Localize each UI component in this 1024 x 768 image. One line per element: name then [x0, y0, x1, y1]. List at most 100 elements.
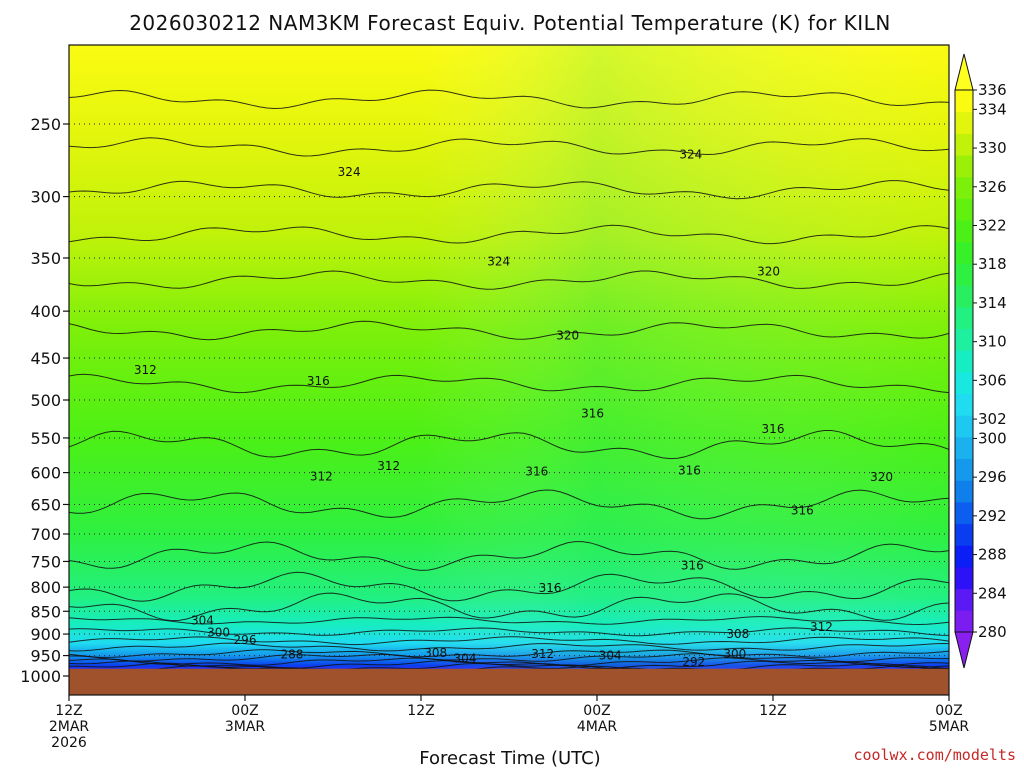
colorbar-label: 330: [978, 139, 1007, 157]
colorbar-frame: [954, 89, 974, 633]
contour-314: [69, 430, 949, 460]
contour-308: [69, 571, 949, 602]
contour-306: [69, 592, 949, 622]
colorbar-swatch: [955, 610, 973, 633]
contour-328: [69, 89, 949, 110]
contour-label: 300: [207, 626, 230, 640]
colorbar-swatch: [955, 566, 973, 590]
contour-label: 304: [191, 614, 214, 628]
y-tick-label: 750: [30, 552, 61, 571]
colorbar-label: 334: [978, 100, 1007, 118]
colorbar-swatch: [955, 90, 973, 113]
colorbar-swatch: [955, 501, 973, 525]
colorbar-label: 296: [978, 468, 1007, 486]
contour-320: [69, 270, 949, 290]
contour-label: 312: [810, 620, 833, 634]
contour-326: [69, 137, 949, 157]
contour-label: 316: [307, 374, 330, 388]
credit-text: coolwx.com/modelts: [853, 746, 1016, 764]
time-variation-tint: [69, 45, 949, 695]
y-tick-label: 650: [30, 495, 61, 514]
contour-label: 316: [681, 559, 704, 573]
contour-300: [69, 636, 949, 646]
contour-label: 316: [581, 406, 604, 420]
y-tick-label: 900: [30, 625, 61, 644]
x-tick-label: 00Z: [583, 703, 610, 719]
x-tick-label: 2MAR: [49, 719, 90, 735]
contour-318: [69, 320, 949, 341]
y-tick-label: 350: [30, 249, 61, 268]
colorbar-swatch: [955, 220, 973, 243]
contour-label: 324: [338, 165, 361, 179]
contour-label: 312: [310, 470, 333, 484]
x-tick-label: 00Z: [935, 703, 962, 719]
colorbar-swatch: [955, 306, 973, 329]
colorbar-swatch: [955, 328, 973, 351]
contour-312: [69, 489, 949, 520]
contour-304: [69, 616, 949, 626]
colorbar-label: 280: [978, 623, 1007, 641]
colorbar-swatch: [955, 350, 973, 373]
x-tick-label: 00Z: [231, 703, 258, 719]
colorbar-swatch: [955, 545, 973, 568]
plot-area: 3283283243243243203203163163163163163163…: [69, 45, 949, 695]
colorbar-swatch: [955, 588, 973, 611]
colorbar-swatch: [955, 198, 973, 221]
contour-label: 324: [679, 148, 702, 162]
colorbar-label: 326: [978, 178, 1007, 196]
colorbar-swatch: [955, 458, 973, 481]
contour-label: 316: [678, 464, 701, 478]
contour-label: 300: [723, 647, 746, 661]
plot-frame: [68, 44, 950, 696]
y-tick-label: 700: [30, 525, 61, 544]
colorbar-swatch: [955, 415, 973, 438]
colorbar-label: 310: [978, 333, 1007, 351]
contour-label: 316: [525, 464, 548, 478]
y-tick-label: 950: [30, 647, 61, 666]
colorbar-label: 314: [978, 294, 1007, 312]
contour-label: 304: [454, 651, 477, 665]
contour-298: [69, 642, 949, 652]
x-tick-label: 12Z: [55, 703, 82, 719]
contour-label: 304: [599, 649, 622, 663]
y-tick-label: 550: [30, 429, 61, 448]
y-tick-label: 500: [30, 391, 61, 410]
contour-322: [69, 224, 949, 245]
contour-302: [69, 627, 949, 637]
colorbar-label: 322: [978, 217, 1007, 235]
contour-label: 308: [424, 646, 447, 660]
colorbar-label: 300: [978, 429, 1007, 447]
colorbar-label: 318: [978, 255, 1007, 273]
chart-title: 2026030212 NAM3KM Forecast Equiv. Potent…: [129, 11, 891, 35]
contour-label: 324: [487, 254, 510, 268]
contour-292: [69, 657, 949, 667]
contour-label: 320: [870, 470, 893, 484]
x-tick-label: 12Z: [759, 703, 786, 719]
y-tick-label: 850: [30, 602, 61, 621]
contour-290: [69, 660, 949, 670]
contour-296: [69, 649, 949, 658]
contour-label: 316: [539, 581, 562, 595]
contour-label: 312: [134, 363, 157, 377]
contour-label: 312: [377, 459, 400, 473]
colorbar-swatch: [955, 155, 973, 178]
colorbar-swatch: [955, 523, 973, 546]
contour-lines: [69, 89, 949, 677]
x-axis-label: Forecast Time (UTC): [419, 748, 600, 768]
contour-label: 288: [280, 647, 303, 661]
y-tick-label: 250: [30, 115, 61, 134]
y-tick-label: 1000: [20, 667, 61, 686]
colorbar-swatch: [955, 371, 973, 395]
contour-294: [69, 653, 949, 663]
colorbar-label: 284: [978, 584, 1007, 602]
colorbar-swatch: [955, 285, 973, 308]
colorbar-swatch: [955, 436, 973, 460]
contour-label: 320: [757, 264, 780, 278]
y-tick-label: 450: [30, 349, 61, 368]
colorbar-label: 306: [978, 371, 1007, 389]
colorbar-swatch: [955, 111, 973, 134]
contour-label: 316: [791, 504, 814, 518]
contour-288: [69, 662, 949, 672]
